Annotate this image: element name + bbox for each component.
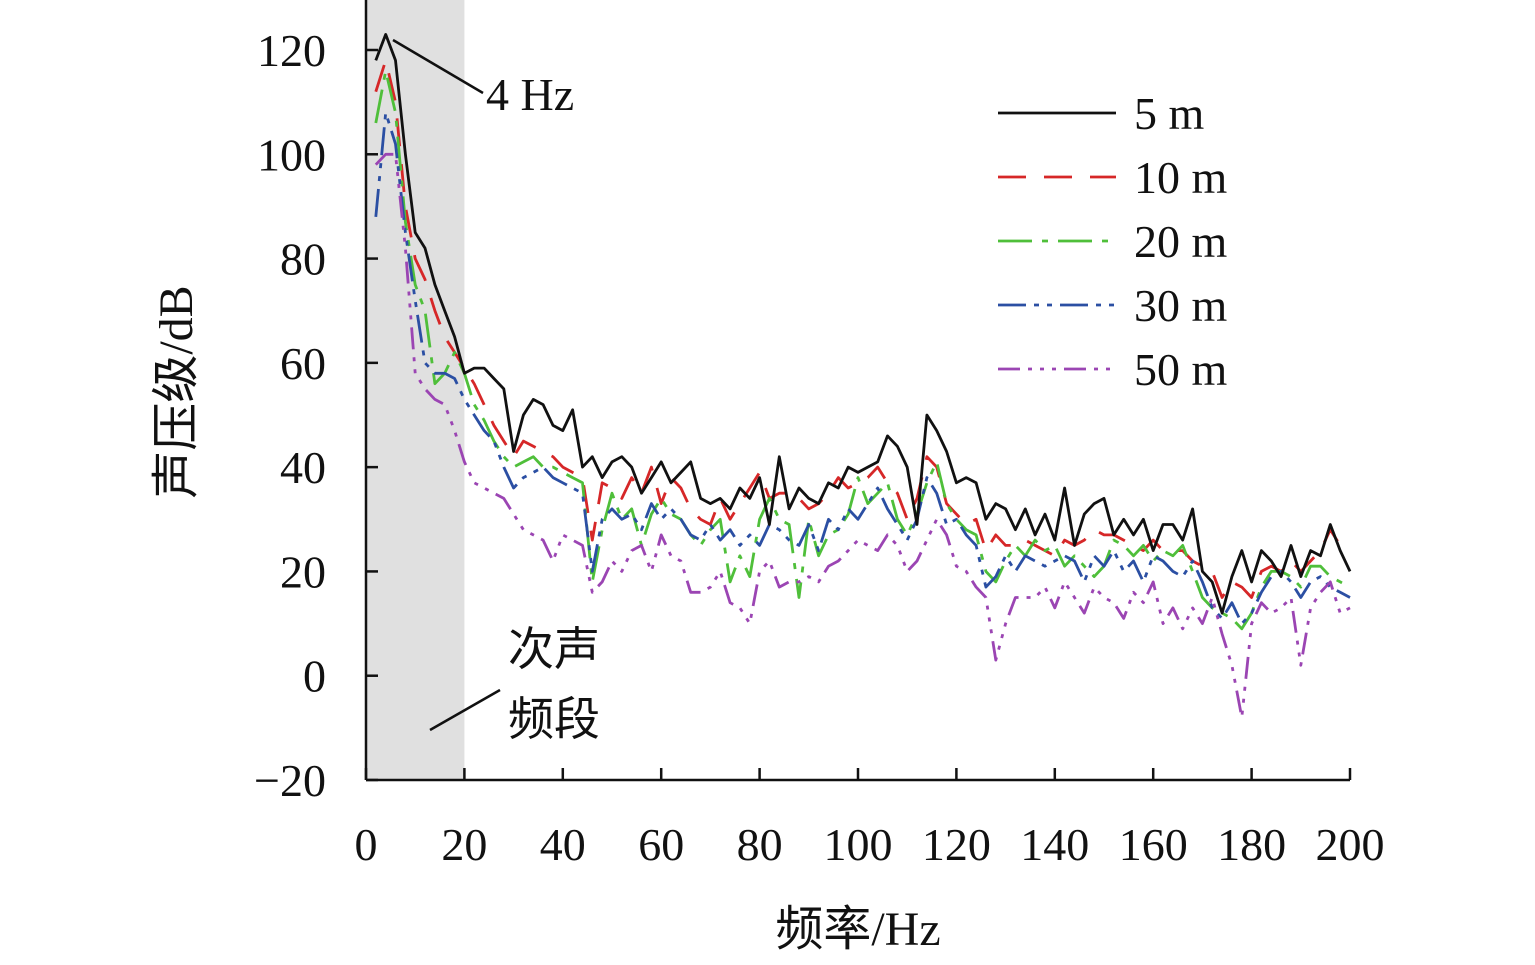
x-tick-label: 120 (922, 819, 991, 870)
x-tick-label: 100 (824, 819, 893, 870)
series-line-20m (374, 69, 1351, 631)
x-ticks: 0 20 40 60 80 100 120 140 160 180 200 (355, 768, 1385, 870)
x-tick-label: 60 (638, 819, 684, 870)
legend-label: 30 m (1134, 280, 1228, 331)
y-tick-label: 120 (257, 25, 326, 76)
y-tick-label: −20 (254, 755, 326, 806)
band-leader-line (429, 688, 501, 732)
series-line-5m (374, 33, 1352, 615)
legend: 5 m 10 m 20 m 30 m 50 m (998, 88, 1228, 395)
band-annotation: 次声 频段 (429, 624, 600, 745)
series-layer (374, 33, 1352, 719)
x-tick-label: 80 (737, 819, 783, 870)
y-tick-label: 40 (280, 442, 326, 493)
y-tick-label: 0 (303, 651, 326, 702)
x-axis-title: 频率/Hz (775, 903, 940, 956)
infrasound-band (366, 0, 465, 780)
series-line-50m (374, 152, 1351, 719)
x-tick-label: 40 (540, 819, 586, 870)
y-tick-label: 20 (280, 546, 326, 597)
legend-label: 10 m (1134, 152, 1228, 203)
y-ticks: −20 0 20 40 60 80 100 120 (254, 25, 378, 806)
y-tick-label: 80 (280, 234, 326, 285)
band-label-line2: 频段 (508, 694, 600, 745)
x-tick-label: 0 (355, 819, 378, 870)
x-tick-label: 160 (1119, 819, 1188, 870)
legend-label: 20 m (1134, 216, 1228, 267)
peak-annotation: 4 Hz (392, 38, 574, 120)
y-tick-label: 100 (257, 129, 326, 180)
y-tick-label: 60 (280, 338, 326, 389)
x-tick-label: 20 (441, 819, 487, 870)
legend-label: 5 m (1134, 88, 1205, 139)
x-tick-label: 180 (1217, 819, 1286, 870)
y-axis-title: 声压级/dB (150, 285, 203, 498)
peak-leader-line (392, 38, 484, 95)
series-line-30m (374, 111, 1351, 625)
series-line-10m (374, 59, 1351, 599)
x-tick-label: 140 (1020, 819, 1089, 870)
legend-label: 50 m (1134, 344, 1228, 395)
x-tick-label: 200 (1316, 819, 1385, 870)
band-label-line1: 次声 (508, 624, 600, 675)
peak-annotation-label: 4 Hz (486, 69, 574, 120)
